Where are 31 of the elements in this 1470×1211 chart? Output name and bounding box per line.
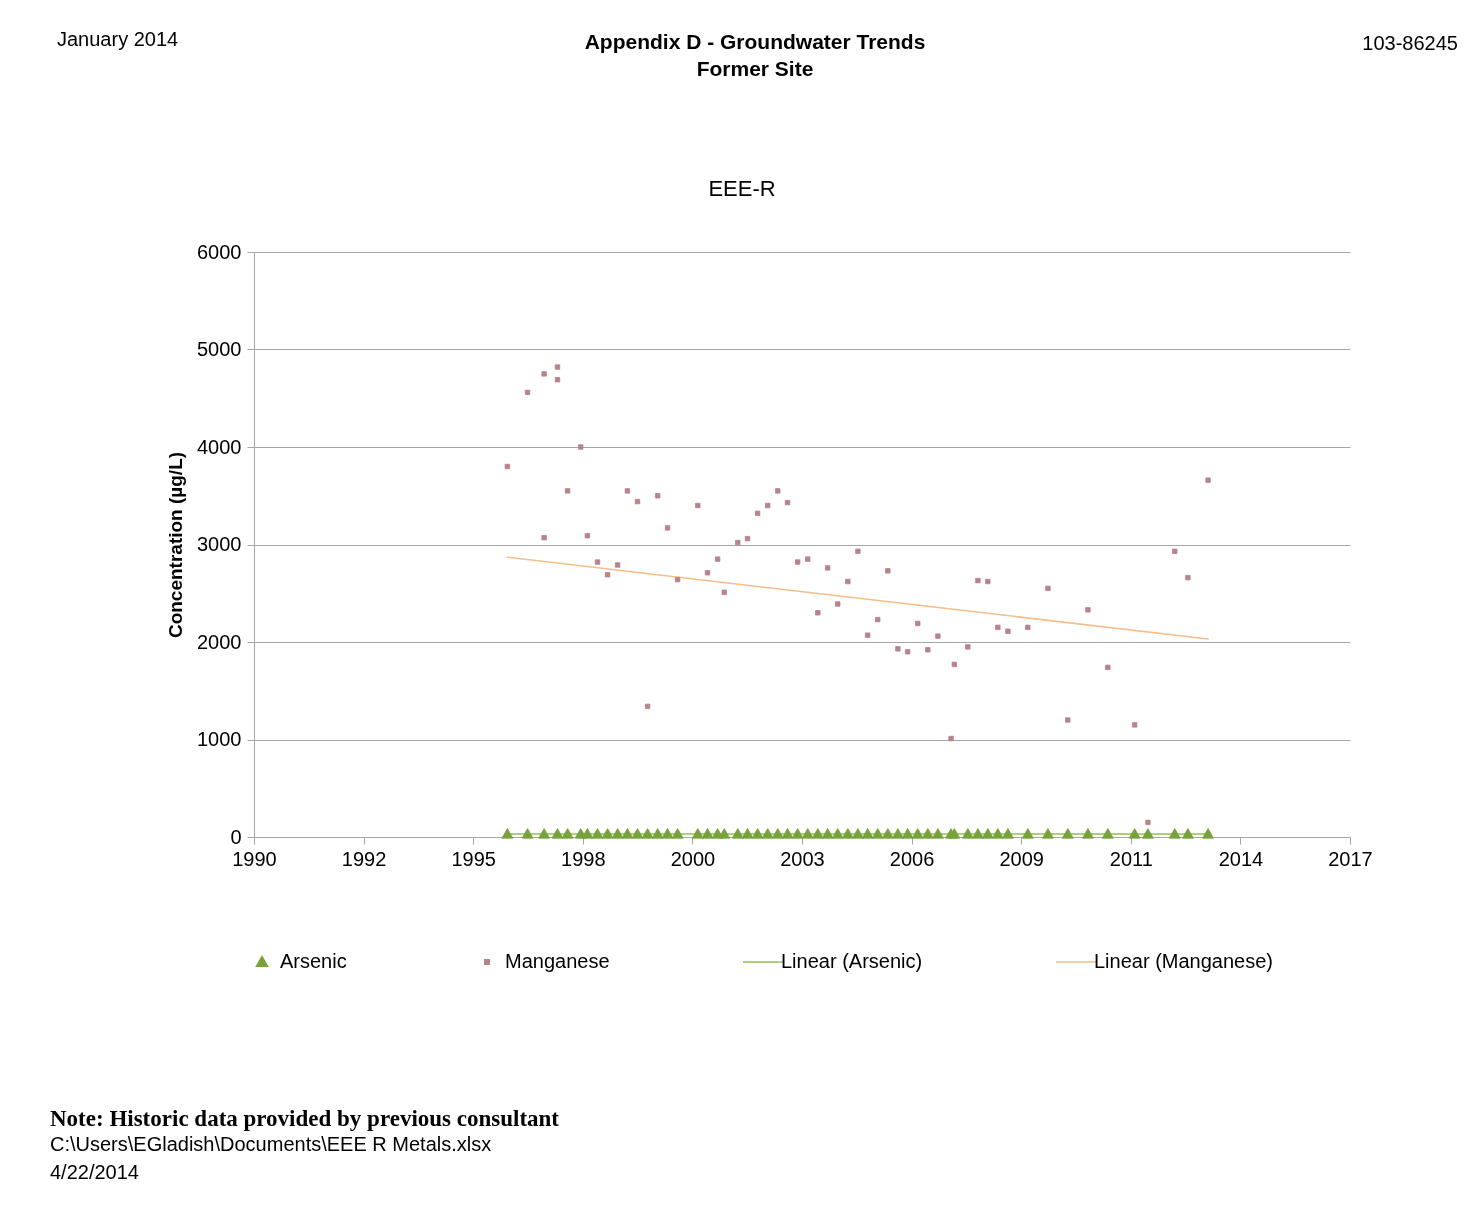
y-tick-label: 6000 <box>197 240 242 263</box>
x-tick-label: 1992 <box>341 847 387 870</box>
x-tick-label: 1998 <box>561 847 606 870</box>
y-tick-label: 3000 <box>197 533 242 555</box>
legend-label: Manganese <box>505 950 610 972</box>
y-tick-label: 5000 <box>197 338 242 360</box>
text: 4/22/2014 <box>50 1161 139 1183</box>
legend-label: Arsenic <box>280 950 347 972</box>
x-tick-label: 1995 <box>451 847 496 870</box>
x-tick-label: 2009 <box>999 847 1044 870</box>
x-tick-label: 1990 <box>232 847 277 870</box>
text: Note: Historic data provided by previous consultant <box>50 1106 560 1131</box>
y-axis-title: Concentration (µg/L) <box>165 451 187 639</box>
y-tick-label: 1000 <box>197 728 242 750</box>
text: 103-86245 <box>1362 32 1458 54</box>
x-tick-label: 2006 <box>889 847 935 870</box>
chart-title: Appendix D - Groundwater Trends <box>584 30 926 53</box>
x-tick-label: 2000 <box>670 847 716 870</box>
x-tick-label: 2011 <box>1109 847 1153 870</box>
y-tick-label: 2000 <box>197 630 242 653</box>
y-tick-label: 4000 <box>197 435 242 458</box>
text: January 2014 <box>57 28 179 50</box>
text: EEE-R <box>708 176 776 201</box>
x-tick-label: 2003 <box>780 847 825 870</box>
y-tick-label: 0 <box>230 825 242 848</box>
chart-subtitle: Former Site <box>696 57 814 80</box>
x-tick-label: 2017 <box>1328 847 1373 870</box>
x-tick-label: 2014 <box>1218 847 1264 870</box>
text: C:\Users\EGladish\Documents\EEE R Metals.xlsx <box>50 1133 492 1155</box>
legend-label: Linear (Arsenic) <box>781 950 923 972</box>
legend-label: Linear (Manganese) <box>1094 950 1273 972</box>
